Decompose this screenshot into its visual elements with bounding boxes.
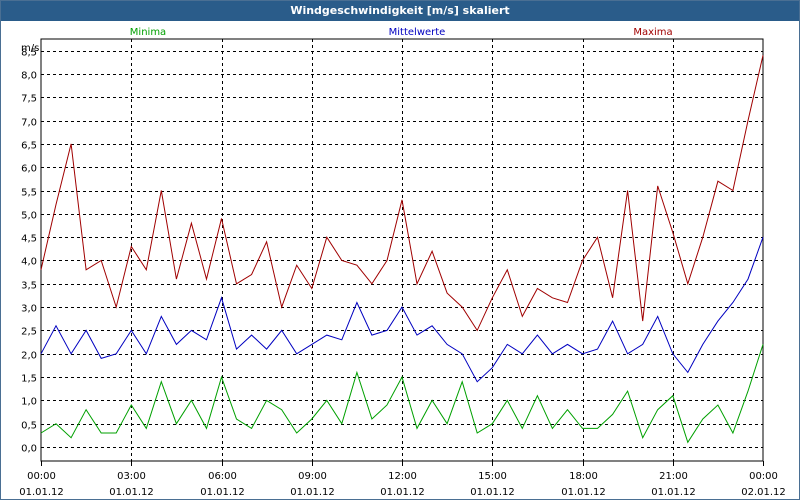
x-tick-label: 15:00: [478, 471, 507, 482]
legend-maxima: Maxima: [633, 27, 672, 38]
y-tick-label: 6,5: [21, 141, 37, 152]
x-tick-label: 00:00: [27, 471, 56, 482]
x-tick-label: 06:00: [208, 471, 237, 482]
x-tick-label: 00:00: [749, 471, 778, 482]
series-line-minima: [40, 344, 764, 444]
y-tick-label: 2,5: [21, 327, 37, 338]
y-tick-label: 8,5: [21, 48, 37, 59]
x-tick-date-label: 01.01.12: [561, 487, 606, 498]
legend-minima: Minima: [130, 27, 166, 38]
y-tick-label: 3,0: [21, 304, 37, 315]
y-tick-label: 1,0: [21, 397, 37, 408]
y-tick-label: 4,0: [21, 257, 37, 268]
legend: Minima Mittelwerte Maxima: [130, 27, 673, 38]
series-group: [40, 55, 764, 444]
grid: [40, 38, 764, 462]
x-tick-label: 09:00: [298, 471, 327, 482]
y-axis-label: m/s: [21, 43, 39, 54]
y-tick-label: 0,5: [21, 421, 37, 432]
x-tick-date-label: 01.01.12: [200, 487, 245, 498]
x-axis: 00:00 01.01.12 03:00 01.01.12 06:00 01.01.12 0…: [19, 461, 786, 498]
x-tick-label: 12:00: [388, 471, 417, 482]
x-tick-date-label: 01.01.12: [109, 487, 154, 498]
y-tick-label: 4,5: [21, 234, 37, 245]
y-tick-label: 1,5: [21, 374, 37, 385]
window-title: Windgeschwindigkeit [m/s] skaliert: [1, 1, 799, 21]
x-tick-date-label: 01.01.12: [651, 487, 696, 498]
x-tick-label: 21:00: [659, 471, 688, 482]
x-tick-label: 18:00: [569, 471, 598, 482]
x-tick-date-label: 02.01.12: [741, 487, 786, 498]
y-tick-label: 5,0: [21, 211, 37, 222]
y-tick-label: 7,0: [21, 118, 37, 129]
x-tick-date-label: 01.01.12: [290, 487, 335, 498]
y-tick-label: 2,0: [21, 351, 37, 362]
y-tick-label: 6,0: [21, 164, 37, 175]
legend-mittelwerte: Mittelwerte: [389, 27, 446, 38]
y-tick-label: 0,0: [21, 444, 37, 455]
series-line-maxima: [40, 55, 764, 332]
x-tick-date-label: 01.01.12: [470, 487, 515, 498]
y-tick-label: 7,5: [21, 94, 37, 105]
x-tick-date-label: 01.01.12: [380, 487, 425, 498]
y-tick-label: 8,0: [21, 71, 37, 82]
y-tick-label: 5,5: [21, 188, 37, 199]
y-axis: 0,0 0,5 1,0 1,5 2,0 2,5 3,0 3,5 4,0 4,5 5,0 5,5 6,0 6…: [21, 48, 37, 455]
x-tick-date-label: 01.01.12: [19, 487, 64, 498]
y-tick-label: 3,5: [21, 281, 37, 292]
series-line-mittelwerte: [40, 237, 764, 383]
x-tick-label: 03:00: [117, 471, 146, 482]
